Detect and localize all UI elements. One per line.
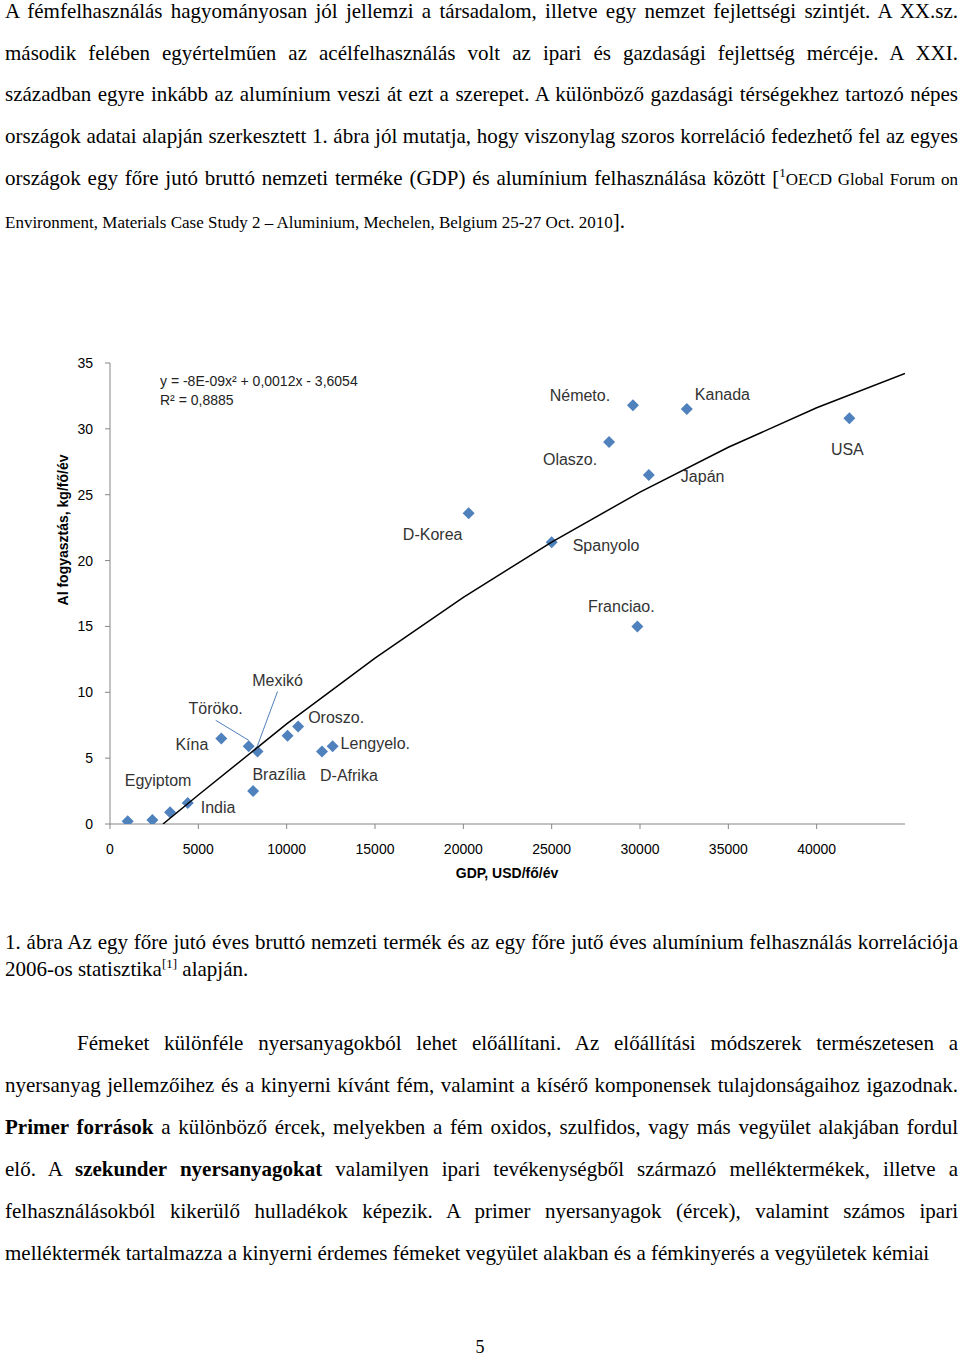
caption: 1. ábra Az egy főre jutó éves bruttó nem… <box>5 929 958 983</box>
x-tick-label: 30000 <box>621 841 660 857</box>
point-label: Mexikó <box>252 672 303 689</box>
x-tick-label: 40000 <box>797 841 836 857</box>
y-tick <box>105 824 110 825</box>
x-axis <box>110 824 905 825</box>
point <box>603 436 615 448</box>
point <box>146 814 158 824</box>
point-label: USA <box>831 441 864 458</box>
y-tick-label: 25 <box>77 487 93 503</box>
text-run: szekunder nyersanyagokat <box>75 1157 322 1181</box>
y-axis <box>110 363 111 824</box>
text-run: ]. <box>613 209 625 233</box>
point-label: Spanyolo <box>573 537 640 554</box>
x-tick-label: 0 <box>106 841 114 857</box>
x-tick-label: 35000 <box>709 841 748 857</box>
x-axis-title: GDP, USD/fő/év <box>456 865 559 881</box>
equation: y = -8E-09x² + 0,0012x - 3,6054 <box>160 373 358 389</box>
y-tick <box>105 363 110 364</box>
y-tick-label: 35 <box>77 355 93 371</box>
x-tick <box>286 824 287 829</box>
point-label: Egyiptom <box>125 772 192 789</box>
point <box>292 721 304 733</box>
paragraph: Fémeket különféle nyersanyagokból lehet … <box>5 1022 958 1274</box>
y-tick-label: 30 <box>77 421 93 437</box>
label-group: Egyiptom India Kína Töröko. Mexikó Brazília Or… <box>125 386 864 816</box>
y-tick <box>105 428 110 429</box>
text-run: 1 <box>779 165 786 180</box>
point-label: Töröko. <box>189 700 243 717</box>
text-run: Az egy főre jutó éves bruttó nemzeti ter… <box>5 930 958 981</box>
x-tick-label: 15000 <box>356 841 395 857</box>
point-label: Oroszo. <box>308 709 364 726</box>
x-tick <box>551 824 552 829</box>
data-group <box>122 374 905 824</box>
point <box>643 469 655 481</box>
x-tick-label: 5000 <box>183 841 214 857</box>
point <box>215 732 227 744</box>
point <box>681 403 693 415</box>
point-label: Németo. <box>550 387 610 404</box>
text-run: [1] <box>162 956 177 971</box>
point-label: Franciao. <box>588 598 655 615</box>
leader-line <box>216 720 249 740</box>
x-tick <box>728 824 729 829</box>
r-squared: R² = 0,8885 <box>160 392 234 408</box>
text-run: 1. ábra <box>5 930 67 954</box>
y-tick-label: 10 <box>77 684 93 700</box>
point <box>627 399 639 411</box>
text-run: Primer források <box>5 1115 153 1139</box>
x-tick <box>640 824 641 829</box>
trendline <box>163 374 905 824</box>
y-tick-label: 15 <box>77 618 93 634</box>
y-tick <box>105 758 110 759</box>
x-tick <box>816 824 817 829</box>
point <box>327 740 339 752</box>
y-tick-label: 0 <box>85 816 93 832</box>
point-label: Brazília <box>252 766 305 783</box>
x-tick-label: 20000 <box>444 841 483 857</box>
x-tick <box>198 824 199 829</box>
point-label: Lengyelo. <box>341 735 410 752</box>
point <box>316 746 328 758</box>
leader-line <box>258 692 278 746</box>
point-label: Japán <box>681 468 725 485</box>
point <box>247 785 259 797</box>
point-label: Kanada <box>695 386 750 403</box>
text-run: A fémfelhasználás hagyományosan jól jell… <box>5 0 958 190</box>
point <box>631 620 643 632</box>
page-number: 5 <box>0 1337 960 1358</box>
y-axis-title: Al fogyasztás, kg/fő/év <box>55 454 71 605</box>
x-tick-label: 10000 <box>267 841 306 857</box>
point <box>843 412 855 424</box>
point-label: Kína <box>175 736 208 753</box>
point-label: India <box>201 799 236 816</box>
point <box>463 507 475 519</box>
point <box>164 806 176 818</box>
y-tick-label: 5 <box>85 750 93 766</box>
text-run: Fémeket különféle nyersanyagokból lehet … <box>5 1031 958 1097</box>
point-label: D-Afrika <box>320 767 378 784</box>
paragraph: A fémfelhasználás hagyományosan jól jell… <box>5 0 958 243</box>
y-tick <box>105 560 110 561</box>
chart: 0510152025303505000100001500020000250003… <box>0 0 960 1358</box>
point <box>122 815 134 824</box>
y-tick <box>105 494 110 495</box>
x-tick <box>110 824 111 829</box>
y-tick <box>105 692 110 693</box>
point-label: D-Korea <box>403 526 463 543</box>
x-tick <box>463 824 464 829</box>
point <box>282 730 294 742</box>
y-tick <box>105 626 110 627</box>
x-tick <box>375 824 376 829</box>
point-label: Olaszo. <box>543 451 597 468</box>
x-tick-label: 25000 <box>532 841 571 857</box>
y-tick-label: 20 <box>77 553 93 569</box>
text-run: alapján. <box>177 957 248 981</box>
